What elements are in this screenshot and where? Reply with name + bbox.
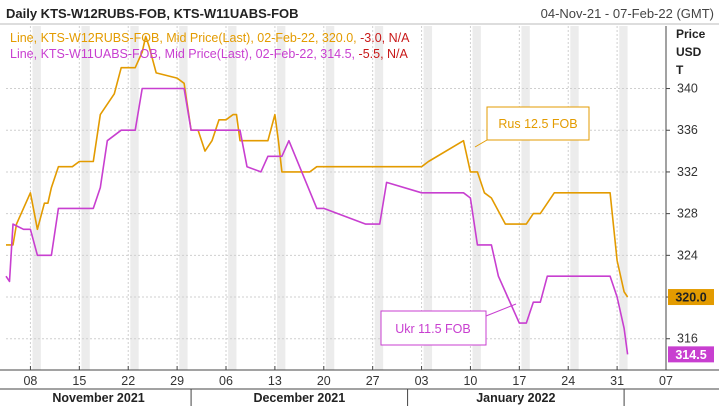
weekend-band-6 (325, 26, 335, 370)
weekend-band-12 (619, 26, 628, 370)
series-line-ukr (5, 87, 629, 355)
x-tick-label-20: 20 (317, 374, 331, 388)
gridlines (6, 26, 667, 370)
callout-ukr-leader (485, 303, 517, 317)
x-tick-label-22: 22 (121, 374, 135, 388)
weekend-band-11 (570, 26, 579, 370)
weekend-band-10 (521, 26, 530, 370)
series-lines (5, 35, 629, 355)
weekend-band-9 (472, 26, 481, 370)
y-axis-label-line3: T (676, 63, 684, 77)
callout-ukr-text: Ukr 11.5 FOB (395, 322, 470, 336)
y-axis-label-line1: Price (676, 27, 706, 41)
weekend-band-1 (81, 26, 90, 370)
callout-rus-text: Rus 12.5 FOB (498, 117, 577, 131)
x-tick-label-07: 07 (659, 374, 673, 388)
y-tick-label-336: 336 (677, 123, 698, 137)
x-tick-label-08: 08 (23, 374, 37, 388)
weekend-band-7 (374, 26, 384, 370)
y-tick-label-328: 328 (677, 207, 698, 221)
last-value-rus: 320.0 (675, 291, 706, 305)
weekend-band-5 (276, 26, 286, 370)
legend-rus: Line, KTS-W12RUBS-FOB, Mid Price(Last), … (10, 31, 410, 45)
y-axis-label-line2: USD (676, 45, 702, 59)
legend-rus-change: -3.0, N/A (360, 31, 410, 45)
y-tick-label-324: 324 (677, 248, 698, 262)
x-axis-ticks: 08 15 22 29 06 13 20 27 03 10 17 24 31 07 (23, 366, 673, 388)
y-tick-label-332: 332 (677, 165, 698, 179)
y-tick-label-340: 340 (677, 82, 698, 96)
legend-ukr-prefix: Line, KTS-W11UABS-FOB, Mid Price(Last), … (10, 47, 355, 61)
y-tick-label-316: 316 (677, 332, 698, 346)
callout-ukr: Ukr 11.5 FOB (380, 303, 517, 346)
month-label-1: December 2021 (253, 391, 345, 405)
x-tick-label-17: 17 (512, 374, 526, 388)
callout-rus: Rus 12.5 FOB (474, 106, 590, 148)
x-tick-label-10: 10 (463, 374, 477, 388)
weekend-band-2 (130, 26, 139, 370)
last-value-ukr-badge (668, 346, 714, 363)
weekend-band-0 (32, 26, 41, 370)
legend-ukr: Line, KTS-W11UABS-FOB, Mid Price(Last), … (10, 47, 409, 61)
weekend-shading (32, 26, 628, 370)
callout-rus-leader (474, 139, 488, 148)
chart-title: Daily KTS-W12RUBS-FOB, KTS-W11UABS-FOB (6, 6, 299, 21)
y-axis-ticks: 316320324328332336340 (666, 82, 698, 346)
month-label-2: January 2022 (476, 391, 555, 405)
series-line-rus (6, 35, 629, 298)
plot-frame (0, 23, 719, 371)
last-value-rus-badge (668, 289, 714, 306)
x-tick-label-27: 27 (366, 374, 380, 388)
x-tick-label-13: 13 (268, 374, 282, 388)
weekend-band-8 (423, 26, 433, 370)
month-label-0: November 2021 (52, 391, 144, 405)
weekend-band-4 (228, 26, 237, 370)
month-band: November 2021 December 2021 January 2022 (0, 388, 719, 406)
date-range: 04-Nov-21 - 07-Feb-22 (GMT) (541, 6, 714, 21)
legend-ukr-change: -5.5, N/A (359, 47, 409, 61)
weekend-band-3 (179, 26, 188, 370)
x-tick-label-06: 06 (219, 374, 233, 388)
callout-rus-box (486, 106, 590, 141)
last-value-ukr: 314.5 (675, 348, 706, 362)
last-value-badges: 320.0 314.5 (668, 289, 714, 363)
x-tick-label-03: 03 (415, 374, 429, 388)
legend-rus-prefix: Line, KTS-W12RUBS-FOB, Mid Price(Last), … (10, 31, 357, 45)
x-tick-label-29: 29 (170, 374, 184, 388)
x-tick-label-24: 24 (561, 374, 575, 388)
callout-ukr-box (380, 310, 487, 346)
x-tick-label-15: 15 (72, 374, 86, 388)
x-tick-label-31: 31 (610, 374, 624, 388)
